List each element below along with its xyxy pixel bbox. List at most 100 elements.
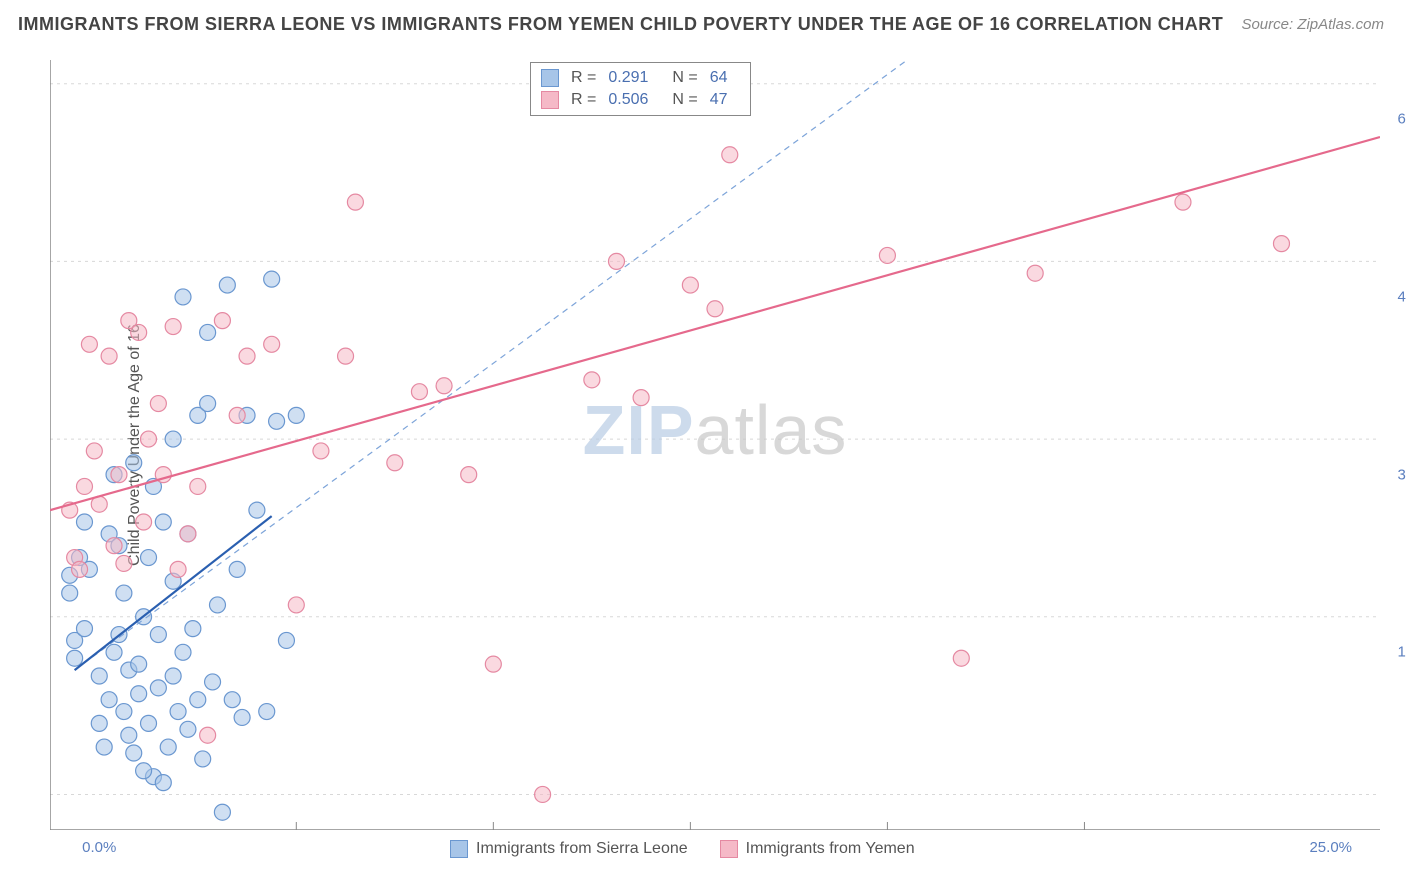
- scatter-point: [205, 674, 221, 690]
- legend-item: Immigrants from Yemen: [720, 840, 915, 858]
- scatter-point: [180, 526, 196, 542]
- scatter-point: [136, 763, 152, 779]
- scatter-plot-svg: [50, 60, 1380, 830]
- scatter-point: [190, 478, 206, 494]
- scatter-point: [411, 384, 427, 400]
- scatter-point: [141, 550, 157, 566]
- n-value: 47: [710, 91, 728, 109]
- scatter-point: [229, 407, 245, 423]
- scatter-point: [264, 336, 280, 352]
- stats-row-sierra_leone: R =0.291N =64: [541, 67, 740, 89]
- series-yemen: [62, 147, 1290, 803]
- scatter-point: [86, 443, 102, 459]
- scatter-point: [150, 396, 166, 412]
- scatter-point: [239, 348, 255, 364]
- scatter-point: [214, 804, 230, 820]
- scatter-point: [111, 467, 127, 483]
- scatter-point: [313, 443, 329, 459]
- scatter-point: [200, 324, 216, 340]
- scatter-point: [707, 301, 723, 317]
- scatter-point: [76, 478, 92, 494]
- scatter-point: [175, 644, 191, 660]
- scatter-point: [288, 407, 304, 423]
- scatter-point: [338, 348, 354, 364]
- scatter-point: [259, 704, 275, 720]
- scatter-point: [278, 632, 294, 648]
- scatter-point: [121, 727, 137, 743]
- scatter-point: [126, 745, 142, 761]
- r-label: R =: [571, 91, 596, 109]
- trend-solid-yemen: [50, 137, 1380, 510]
- scatter-point: [229, 561, 245, 577]
- scatter-point: [195, 751, 211, 767]
- scatter-point: [953, 650, 969, 666]
- scatter-point: [249, 502, 265, 518]
- scatter-point: [185, 621, 201, 637]
- scatter-point: [879, 247, 895, 263]
- scatter-point: [175, 289, 191, 305]
- series-legend: Immigrants from Sierra Leone Immigrants f…: [450, 840, 915, 858]
- scatter-point: [150, 680, 166, 696]
- scatter-point: [131, 686, 147, 702]
- scatter-point: [155, 775, 171, 791]
- scatter-point: [101, 692, 117, 708]
- scatter-point: [180, 721, 196, 737]
- scatter-point: [106, 644, 122, 660]
- n-label: N =: [672, 69, 697, 87]
- chart-container: Child Poverty Under the Age of 16 ZIPatl…: [50, 60, 1380, 830]
- r-value: 0.506: [608, 91, 648, 109]
- scatter-point: [126, 455, 142, 471]
- scatter-point: [141, 715, 157, 731]
- scatter-point: [165, 431, 181, 447]
- scatter-point: [76, 514, 92, 530]
- scatter-point: [76, 621, 92, 637]
- scatter-point: [200, 727, 216, 743]
- scatter-point: [535, 786, 551, 802]
- series-sierra_leone: [62, 271, 305, 820]
- x-tick-label: 25.0%: [1309, 839, 1352, 856]
- scatter-point: [633, 390, 649, 406]
- scatter-point: [116, 555, 132, 571]
- y-tick-label: 45.0%: [1397, 288, 1406, 305]
- scatter-point: [209, 597, 225, 613]
- scatter-point: [264, 271, 280, 287]
- swatch-icon: [541, 91, 559, 109]
- scatter-point: [101, 348, 117, 364]
- stats-row-yemen: R =0.506N =47: [541, 89, 740, 111]
- scatter-point: [62, 585, 78, 601]
- scatter-point: [682, 277, 698, 293]
- y-tick-label: 30.0%: [1397, 466, 1406, 483]
- scatter-point: [485, 656, 501, 672]
- scatter-point: [106, 538, 122, 554]
- y-tick-label: 15.0%: [1397, 644, 1406, 661]
- scatter-point: [116, 585, 132, 601]
- scatter-point: [200, 396, 216, 412]
- scatter-point: [131, 324, 147, 340]
- chart-title: IMMIGRANTS FROM SIERRA LEONE VS IMMIGRAN…: [18, 14, 1223, 35]
- scatter-point: [224, 692, 240, 708]
- stats-legend: R =0.291N =64R =0.506N =47: [530, 62, 751, 116]
- scatter-point: [347, 194, 363, 210]
- scatter-point: [165, 668, 181, 684]
- scatter-point: [608, 253, 624, 269]
- scatter-point: [150, 627, 166, 643]
- scatter-point: [219, 277, 235, 293]
- scatter-point: [116, 704, 132, 720]
- legend-item: Immigrants from Sierra Leone: [450, 840, 688, 858]
- swatch-icon: [450, 840, 468, 858]
- scatter-point: [722, 147, 738, 163]
- trend-dashed-sierra_leone: [75, 60, 907, 670]
- r-value: 0.291: [608, 69, 648, 87]
- source-label: Source: ZipAtlas.com: [1241, 16, 1384, 33]
- scatter-point: [91, 715, 107, 731]
- scatter-point: [234, 709, 250, 725]
- scatter-point: [170, 561, 186, 577]
- legend-label: Immigrants from Sierra Leone: [476, 840, 688, 858]
- x-tick-label: 0.0%: [82, 839, 116, 856]
- scatter-point: [72, 561, 88, 577]
- swatch-icon: [541, 69, 559, 87]
- scatter-point: [1273, 236, 1289, 252]
- scatter-point: [170, 704, 186, 720]
- scatter-point: [165, 319, 181, 335]
- scatter-point: [67, 650, 83, 666]
